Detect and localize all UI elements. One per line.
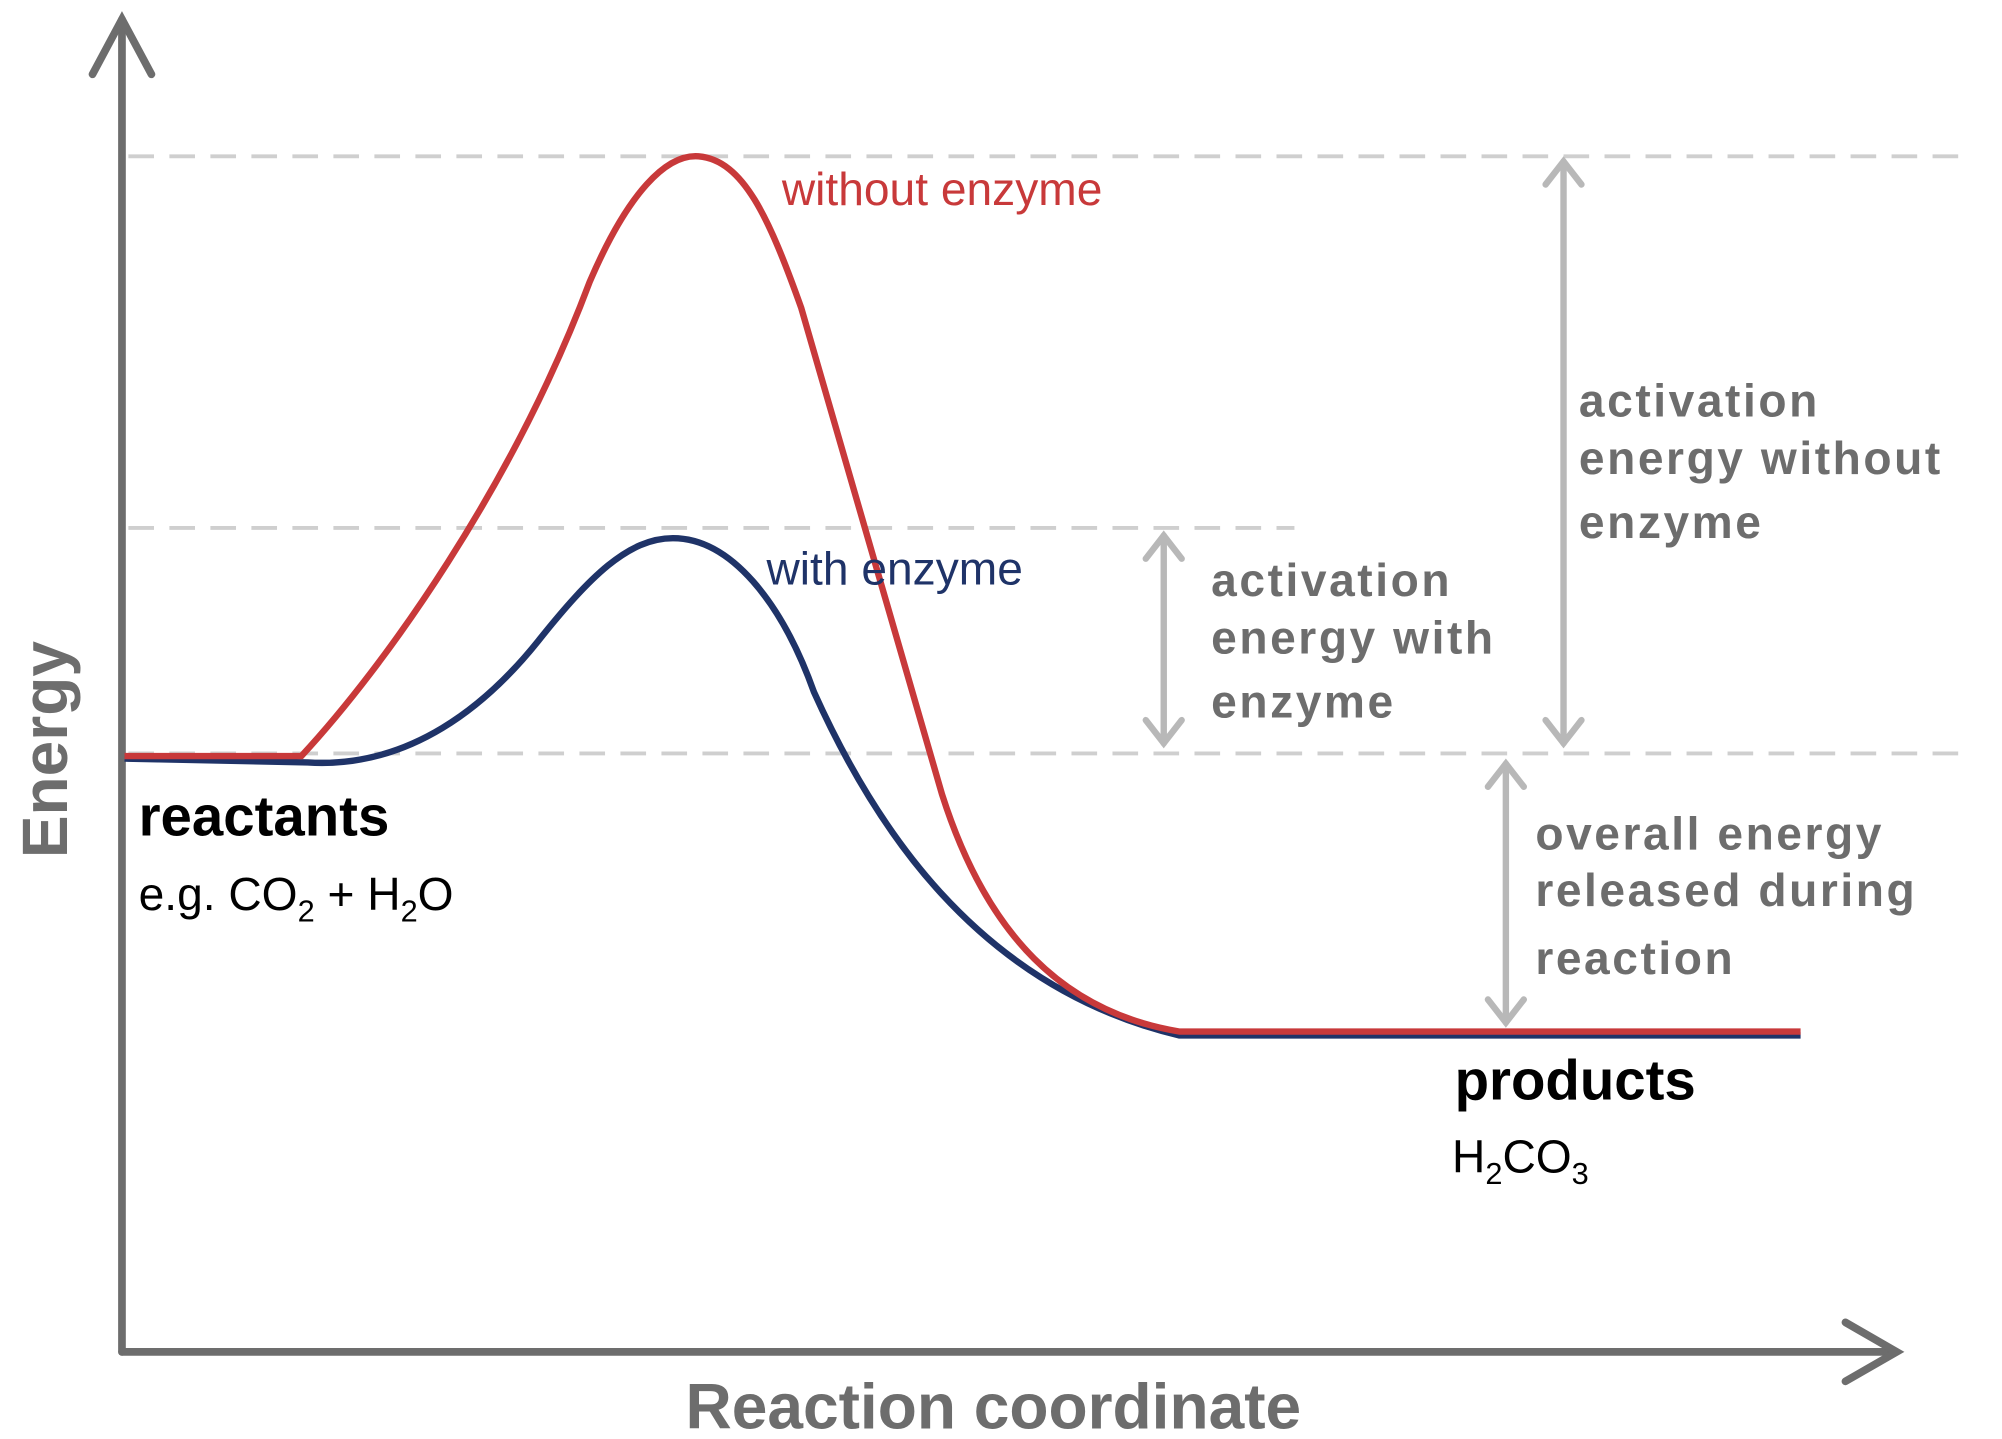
products-formula: H2CO3	[1452, 1130, 1589, 1191]
arrowhead	[1484, 758, 1528, 790]
annotation-line: enzyme	[1211, 676, 1396, 728]
subscript: 2	[1485, 1156, 1502, 1191]
formula-part: H	[1452, 1130, 1485, 1182]
subscript: 2	[401, 893, 418, 928]
products-label: products	[1455, 1048, 1696, 1111]
arrowhead	[1142, 530, 1185, 562]
arrows	[1142, 156, 1585, 1028]
arrowhead	[1484, 996, 1528, 1028]
y-arrowhead	[88, 11, 156, 79]
annotation-line: enzyme	[1579, 496, 1764, 548]
annotation-line: activation	[1211, 554, 1452, 606]
annotation-line: released during	[1535, 864, 1917, 916]
formula-part: e.g. CO	[139, 868, 298, 920]
annotation-line: energy with	[1211, 612, 1496, 664]
x-arrowhead	[1841, 1318, 1905, 1386]
arrowhead	[1142, 716, 1185, 749]
guides	[128, 154, 1961, 756]
without-enzyme-curve	[124, 153, 1801, 1035]
annotation-line: energy without	[1579, 432, 1943, 484]
reactants-label: reactants	[139, 784, 390, 847]
reactants-formula: e.g. CO2 + H2O	[139, 868, 454, 929]
annotation-line: overall energy	[1535, 808, 1884, 860]
axes	[88, 11, 1905, 1386]
curve-label: without enzyme	[781, 163, 1102, 215]
formula-part: CO	[1502, 1130, 1571, 1182]
formula-part: O	[418, 868, 454, 920]
arrowhead	[1542, 716, 1585, 749]
annotation-line: activation	[1579, 374, 1820, 426]
y-axis-label: Energy	[9, 641, 81, 859]
annotation-line: reaction	[1535, 932, 1735, 984]
with-enzyme-curve	[124, 534, 1801, 1039]
x-axis-label: Reaction coordinate	[685, 1371, 1301, 1439]
curve-label: with enzyme	[766, 542, 1023, 594]
subscript: 2	[298, 893, 315, 928]
subscript: 3	[1572, 1156, 1589, 1191]
arrowhead	[1542, 156, 1585, 188]
formula-part: + H	[315, 868, 401, 920]
